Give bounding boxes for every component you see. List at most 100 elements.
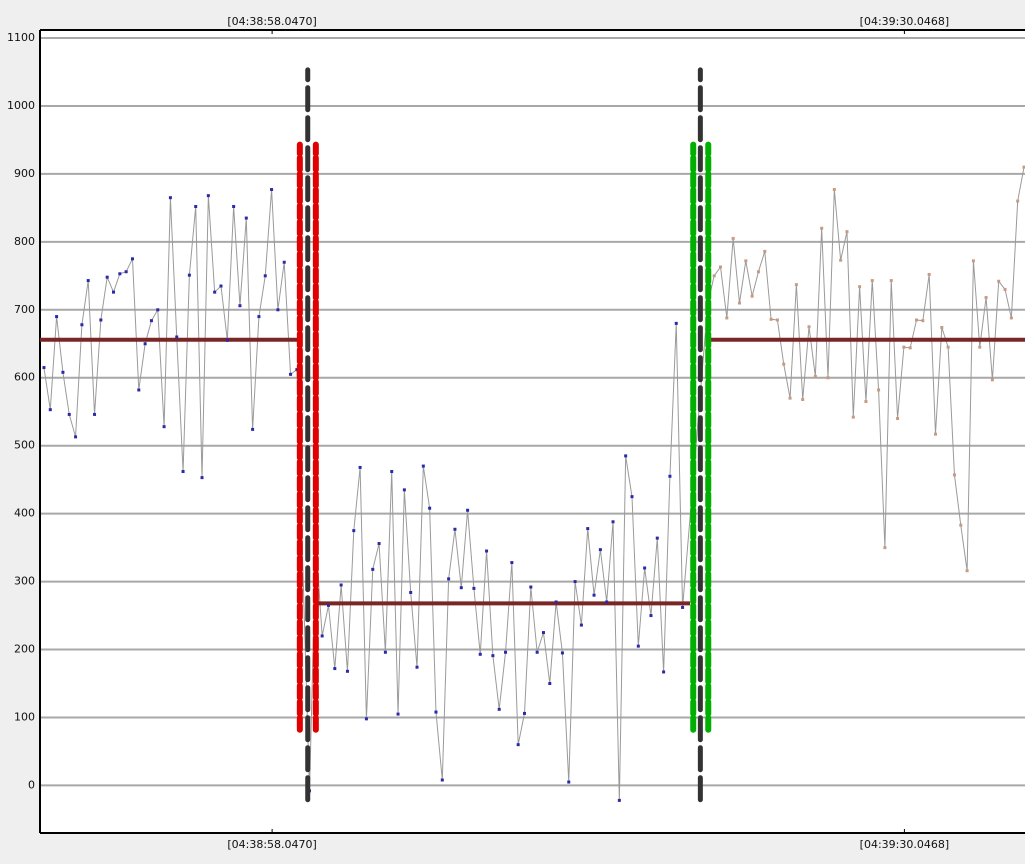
- data-point: [251, 427, 255, 431]
- data-point: [921, 319, 925, 323]
- data-point: [763, 249, 767, 253]
- data-point: [529, 585, 533, 589]
- data-point: [80, 323, 84, 327]
- data-point: [592, 593, 596, 597]
- data-point: [908, 346, 912, 350]
- data-point: [383, 650, 387, 654]
- data-point: [124, 270, 128, 274]
- data-point: [478, 652, 482, 656]
- data-point: [775, 318, 779, 322]
- data-point: [554, 600, 558, 604]
- data-point: [276, 308, 280, 312]
- y-tick-label: 700: [14, 303, 35, 316]
- data-point: [194, 205, 198, 209]
- data-point: [611, 520, 615, 524]
- data-point: [402, 488, 406, 492]
- data-point: [617, 798, 621, 802]
- data-point: [719, 265, 723, 269]
- data-point: [472, 586, 476, 590]
- y-tick-label: 0: [28, 778, 35, 791]
- y-tick-label: 100: [14, 710, 35, 723]
- data-point: [636, 644, 640, 648]
- x-tick-label-top: [04:39:30.0468]: [860, 15, 949, 28]
- data-point: [118, 272, 122, 276]
- data-point: [1016, 199, 1020, 203]
- data-point: [447, 577, 451, 581]
- data-point: [339, 583, 343, 587]
- data-point: [415, 665, 419, 669]
- y-tick-label: 400: [14, 507, 35, 520]
- data-point: [990, 378, 994, 382]
- data-point: [579, 623, 583, 627]
- data-point: [731, 236, 735, 240]
- x-tick-label-top: [04:38:58.0470]: [227, 15, 316, 28]
- data-point: [377, 542, 381, 546]
- data-point: [105, 275, 109, 279]
- data-point: [434, 710, 438, 714]
- data-point: [225, 338, 229, 342]
- data-point: [643, 566, 647, 570]
- data-point: [668, 474, 672, 478]
- data-point: [712, 274, 716, 278]
- data-point: [333, 667, 337, 671]
- data-point: [522, 711, 526, 715]
- data-point: [832, 188, 836, 192]
- data-point: [396, 712, 400, 716]
- data-point: [326, 603, 330, 607]
- data-point: [187, 273, 191, 277]
- data-point: [440, 778, 444, 782]
- y-tick-label: 1100: [7, 31, 35, 44]
- data-point: [794, 283, 798, 287]
- data-point: [428, 506, 432, 510]
- data-point: [86, 279, 90, 283]
- data-point: [548, 682, 552, 686]
- data-point: [598, 548, 602, 552]
- data-point: [870, 279, 874, 283]
- y-tick-label: 300: [14, 575, 35, 588]
- data-point: [864, 400, 868, 404]
- data-point: [67, 412, 71, 416]
- data-point: [1022, 165, 1025, 169]
- data-point: [55, 315, 59, 319]
- data-point: [48, 408, 52, 412]
- data-point: [112, 290, 116, 294]
- data-point: [586, 527, 590, 531]
- data-point: [213, 290, 217, 294]
- data-point: [883, 546, 887, 550]
- data-point: [149, 319, 153, 323]
- data-point: [915, 318, 919, 322]
- data-point: [560, 651, 564, 655]
- x-tick-label-bottom: [04:39:30.0468]: [860, 838, 949, 851]
- data-point: [257, 315, 261, 319]
- data-point: [927, 272, 931, 276]
- data-point: [541, 631, 545, 635]
- data-point: [756, 270, 760, 274]
- data-point: [902, 345, 906, 349]
- data-point: [238, 304, 242, 308]
- data-point: [345, 669, 349, 673]
- y-tick-label: 800: [14, 235, 35, 248]
- data-point: [649, 614, 653, 618]
- data-point: [535, 650, 539, 654]
- data-point: [371, 567, 375, 571]
- data-point: [851, 415, 855, 419]
- data-point: [788, 396, 792, 400]
- y-tick-label: 500: [14, 439, 35, 452]
- data-point: [737, 301, 741, 305]
- data-point: [282, 260, 286, 264]
- data-point: [206, 194, 210, 198]
- data-point: [270, 188, 274, 192]
- data-point: [289, 372, 293, 376]
- data-point: [662, 670, 666, 674]
- data-point: [364, 717, 368, 721]
- data-point: [358, 465, 362, 469]
- data-point: [807, 325, 811, 329]
- data-point: [940, 325, 944, 329]
- data-point: [491, 654, 495, 658]
- data-point: [801, 397, 805, 401]
- data-point: [61, 370, 65, 374]
- data-point: [946, 345, 950, 349]
- data-point: [42, 366, 46, 370]
- data-point: [200, 476, 204, 480]
